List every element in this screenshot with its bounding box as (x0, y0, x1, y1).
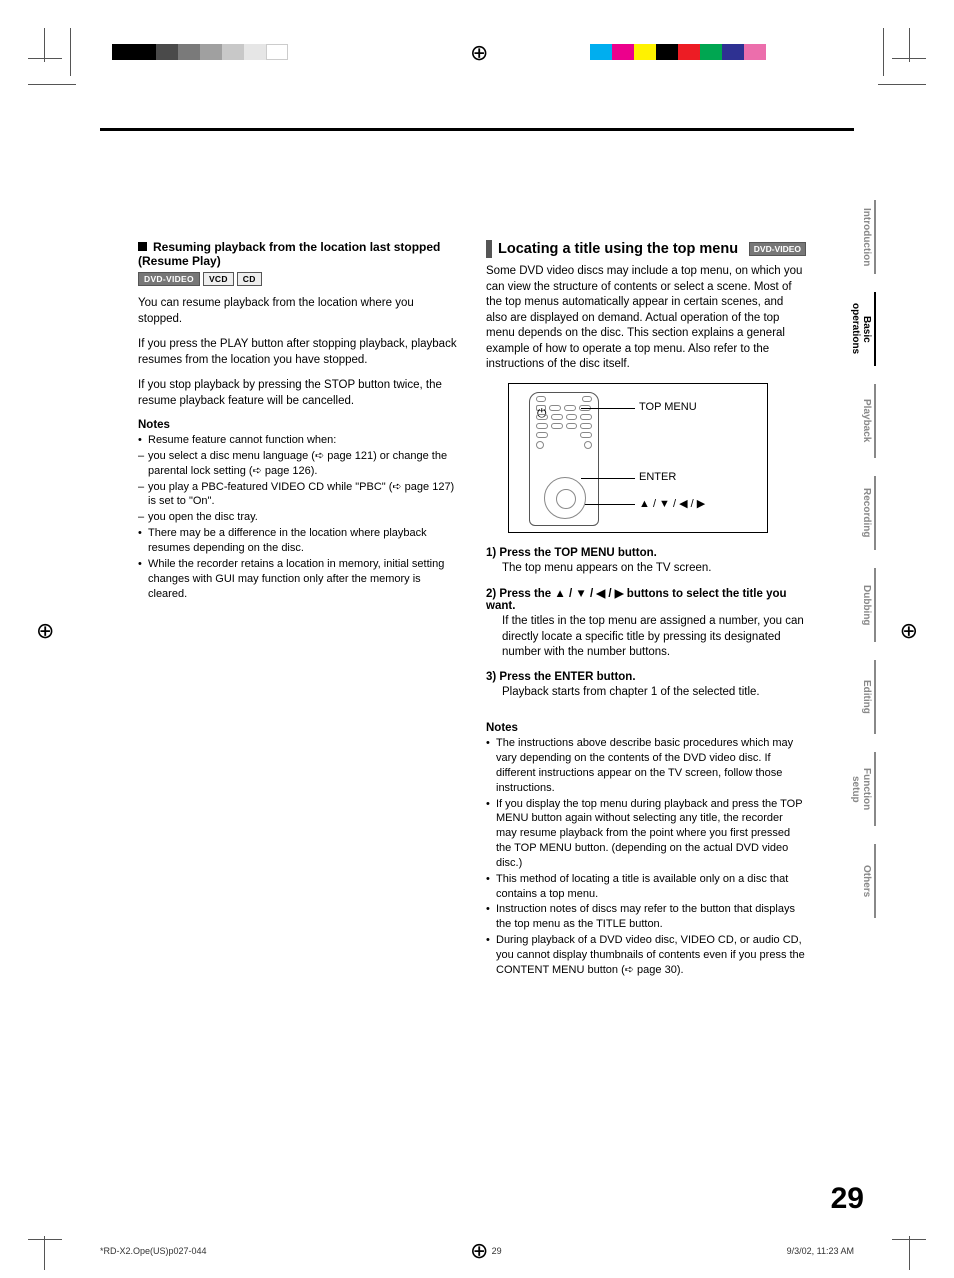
footer-timestamp: 9/3/02, 11:23 AM (787, 1246, 854, 1256)
topmenu-heading: Locating a title using the top menu (498, 241, 743, 257)
note-item: There may be a difference in the locatio… (138, 526, 458, 556)
resume-p3: If you stop playback by pressing the STO… (138, 378, 458, 409)
crop-mark (892, 1239, 926, 1240)
tab-playback[interactable]: Playback (858, 384, 876, 458)
note-item: This method of locating a title is avail… (486, 872, 806, 902)
registration-mark-right: ⊕ (900, 618, 918, 644)
step-body: If the titles in the top menu are assign… (502, 614, 806, 661)
footer-page: 29 (492, 1246, 502, 1256)
callout-arrows: ▲ / ▼ / ◀ / ▶ (639, 497, 705, 510)
crop-mark (909, 1236, 910, 1270)
callout-topmenu: TOP MENU (639, 401, 697, 413)
tab-recording[interactable]: Recording (858, 476, 876, 550)
resume-p2: If you press the PLAY button after stopp… (138, 337, 458, 368)
note-item: you open the disc tray. (138, 510, 458, 525)
registration-mark-bottom: ⊕ (470, 1238, 488, 1264)
crop-mark (28, 58, 62, 59)
step-1: 1) Press the TOP MENU button. The top me… (486, 547, 806, 577)
step-head: 3) Press the ENTER button. (486, 671, 806, 683)
crop-mark (28, 84, 76, 85)
page-number: 29 (831, 1182, 864, 1216)
note-item: If you display the top menu during playb… (486, 797, 806, 871)
badge-cd: CD (237, 272, 262, 286)
step-2: 2) Press the ▲ / ▼ / ◀ / ▶ buttons to se… (486, 586, 806, 661)
resume-p1: You can resume playback from the locatio… (138, 296, 458, 327)
tab-editing[interactable]: Editing (858, 660, 876, 734)
disc-badges: DVD-VIDEO VCD CD (138, 272, 458, 286)
square-bullet-icon (138, 242, 147, 251)
remote-diagram: ⏻ TOP MENU ENTER ▲ / ▼ / ◀ / ▶ (508, 383, 768, 533)
right-column: Locating a title using the top menu DVD-… (486, 240, 806, 979)
step-head: 1) Press the TOP MENU button. (486, 547, 806, 559)
crop-mark (44, 1236, 45, 1270)
crop-mark (883, 28, 884, 76)
step-body: The top menu appears on the TV screen. (502, 561, 806, 577)
crop-mark (892, 58, 926, 59)
step-body: Playback starts from chapter 1 of the se… (502, 685, 806, 701)
registration-mark-left: ⊕ (36, 618, 54, 644)
color-strip (590, 44, 766, 60)
resume-heading-text: Resuming playback from the location last… (138, 240, 440, 268)
callout-enter: ENTER (639, 471, 676, 483)
footer-filename: *RD-X2.Ope(US)p027-044 (100, 1246, 207, 1256)
badge-dvdvideo: DVD-VIDEO (749, 242, 806, 256)
tab-function-setup[interactable]: Function setup (858, 752, 876, 826)
registration-mark-top: ⊕ (470, 40, 488, 66)
badge-dvdvideo: DVD-VIDEO (138, 272, 200, 286)
tab-introduction[interactable]: Introduction (858, 200, 876, 274)
resume-heading: Resuming playback from the location last… (138, 240, 458, 268)
note-item: Instruction notes of discs may refer to … (486, 902, 806, 932)
tab-others[interactable]: Others (858, 844, 876, 918)
notes-heading-right: Notes (486, 722, 806, 734)
notes-heading-left: Notes (138, 419, 458, 431)
note-item: you select a disc menu language (➪ page … (138, 449, 458, 479)
topmenu-intro: Some DVD video discs may include a top m… (486, 264, 806, 373)
heading-bar-icon (486, 240, 492, 258)
crop-mark (878, 84, 926, 85)
badge-vcd: VCD (203, 272, 234, 286)
crop-mark (44, 28, 45, 62)
note-item: Resume feature cannot function when: (138, 433, 458, 448)
note-item: The instructions above describe basic pr… (486, 736, 806, 795)
grayscale-strip (112, 44, 288, 60)
left-column: Resuming playback from the location last… (138, 240, 458, 979)
step-head: 2) Press the ▲ / ▼ / ◀ / ▶ buttons to se… (486, 586, 806, 612)
tab-dubbing[interactable]: Dubbing (858, 568, 876, 642)
note-item: you play a PBC-featured VIDEO CD while "… (138, 480, 458, 510)
pointer-icon: ➪ (253, 465, 262, 477)
notes-list-right: The instructions above describe basic pr… (486, 736, 806, 978)
pointer-icon: ➪ (315, 450, 324, 462)
pointer-icon: ➪ (625, 964, 634, 976)
crop-mark (28, 1239, 62, 1240)
crop-mark (909, 28, 910, 62)
tab-basic-operations[interactable]: Basic operations (858, 292, 876, 366)
crop-mark (70, 28, 71, 76)
notes-list-left: Resume feature cannot function when: you… (138, 433, 458, 601)
header-rule (100, 128, 854, 131)
step-3: 3) Press the ENTER button. Playback star… (486, 671, 806, 701)
side-tabs: Introduction Basic operations Playback R… (858, 200, 876, 918)
note-item: While the recorder retains a location in… (138, 557, 458, 602)
note-item: During playback of a DVD video disc, VID… (486, 933, 806, 978)
pointer-icon: ➪ (392, 481, 401, 493)
